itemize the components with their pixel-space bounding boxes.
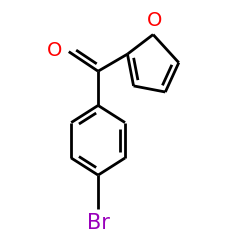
Text: O: O: [147, 11, 162, 30]
Text: Br: Br: [87, 213, 110, 233]
Text: O: O: [47, 41, 63, 60]
